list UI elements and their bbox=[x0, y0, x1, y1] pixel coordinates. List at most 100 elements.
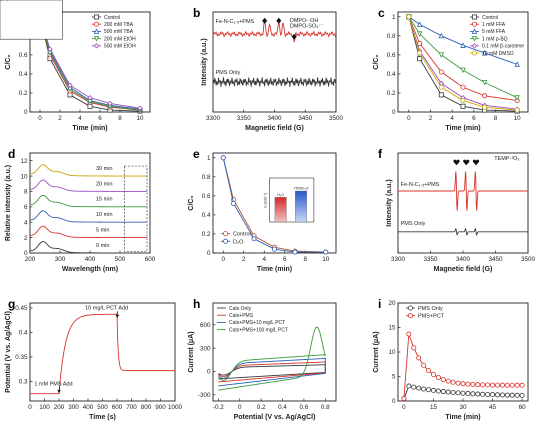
y-axis-label: Current (μA) bbox=[188, 331, 195, 372]
legend-label: D₂O bbox=[233, 239, 244, 245]
data-point bbox=[509, 392, 515, 398]
data-point bbox=[455, 380, 461, 386]
x-tick-label: 2 bbox=[429, 115, 433, 122]
y-tick-label: 15 bbox=[388, 325, 396, 332]
y-tick-label: 5 bbox=[392, 374, 396, 381]
annotation: Fe-N-C₁.₅+PMS bbox=[401, 182, 440, 188]
annotation: 1 mM PMS Add bbox=[34, 381, 72, 387]
x-tick-label: 600 bbox=[112, 404, 123, 411]
x-tick-label: 3300 bbox=[391, 256, 406, 263]
x-tick-label: 400 bbox=[85, 256, 96, 263]
annotation: 20 min bbox=[96, 181, 113, 187]
series-line bbox=[213, 76, 336, 88]
panel-letter: e bbox=[193, 147, 200, 161]
data-point bbox=[438, 32, 445, 39]
x-tick-label: 300 bbox=[68, 404, 79, 411]
data-point bbox=[475, 391, 481, 397]
panel-d: d 200 300 400 500 600 0 2 4 6 8 10 12 Wavelength (nm)… bbox=[5, 147, 156, 273]
x-tick-label: 4 bbox=[78, 115, 82, 122]
data-point bbox=[416, 355, 422, 361]
data-point bbox=[470, 381, 476, 387]
x-axis-label: Time (min) bbox=[72, 125, 107, 132]
y-tick-label: 0.2 bbox=[19, 90, 28, 97]
x-tick-label: 6 bbox=[472, 115, 476, 122]
peak-marker bbox=[463, 159, 470, 166]
legend-label: PMS+PCT bbox=[418, 314, 445, 320]
panel-c: c 0 2 4 6 8 10 0 0.2 0.4 0.6 0.8 1 Time (min) C/C₀ Cont… bbox=[373, 6, 529, 132]
x-tick-label: 500 bbox=[97, 404, 108, 411]
data-point bbox=[411, 345, 417, 351]
legend-marker bbox=[94, 21, 100, 27]
y-tick-label: 0.4 bbox=[202, 212, 211, 219]
arrow-head bbox=[115, 314, 120, 318]
data-point bbox=[292, 249, 298, 255]
data-point bbox=[485, 391, 491, 397]
data-point bbox=[107, 100, 113, 107]
data-point bbox=[137, 105, 143, 111]
legend-marker bbox=[471, 21, 477, 27]
y-tick-label: 0 bbox=[24, 109, 28, 116]
x-tick-label: 0 bbox=[28, 404, 32, 411]
series-line bbox=[408, 16, 518, 65]
data-point bbox=[450, 389, 456, 395]
y-tick-label: 300 bbox=[200, 345, 211, 352]
inset-bar-label: H₂O bbox=[277, 193, 284, 197]
x-tick-label: 0 bbox=[407, 115, 411, 122]
data-point bbox=[490, 382, 496, 388]
data-point bbox=[481, 49, 488, 56]
data-point bbox=[430, 372, 436, 378]
data-point bbox=[411, 384, 417, 390]
x-tick-label: 900 bbox=[155, 404, 166, 411]
data-point bbox=[460, 103, 466, 109]
y-tick-label: 0.3 bbox=[19, 379, 28, 386]
x-tick-label: 0.6 bbox=[300, 404, 309, 411]
x-tick-label: 800 bbox=[141, 404, 152, 411]
series-line bbox=[218, 364, 326, 380]
legend-label: Cats Only bbox=[229, 306, 251, 312]
legend-marker bbox=[407, 305, 413, 311]
peak-marker bbox=[291, 33, 297, 40]
panel-letter: h bbox=[193, 297, 200, 311]
data-point bbox=[485, 382, 491, 388]
data-point bbox=[230, 200, 236, 206]
x-tick-label: 4 bbox=[450, 115, 454, 122]
x-tick-label: 8 bbox=[494, 115, 498, 122]
x-tick-label: 6 bbox=[283, 256, 287, 263]
x-axis-label: Time (min) bbox=[445, 125, 480, 132]
legend-marker bbox=[93, 36, 100, 42]
data-point bbox=[460, 84, 466, 90]
legend-label: 200 mM TBA bbox=[104, 22, 134, 28]
data-point bbox=[499, 382, 505, 388]
legend-marker bbox=[471, 14, 477, 20]
data-point bbox=[475, 382, 481, 388]
x-tick-label: 0.2 bbox=[257, 404, 266, 411]
data-point bbox=[460, 381, 466, 387]
legend-label: PMS Only bbox=[418, 306, 443, 312]
legend-label: Cats+PMS bbox=[229, 313, 254, 319]
series-line bbox=[30, 194, 147, 208]
data-point bbox=[406, 383, 412, 389]
panel-b: b 3300 3350 3400 3450 3500 Magnetic field (G) I… bbox=[193, 6, 343, 132]
data-point bbox=[480, 382, 486, 388]
series-line bbox=[408, 16, 518, 102]
legend-label: 0.1 mM β-carotene bbox=[482, 44, 524, 50]
legend-marker bbox=[93, 43, 100, 49]
legend-label: 5 mM FFA bbox=[482, 29, 506, 35]
data-point bbox=[445, 389, 451, 395]
data-point bbox=[435, 388, 441, 394]
x-tick-label: 2 bbox=[242, 256, 246, 263]
x-tick-label: 300 bbox=[55, 256, 66, 263]
series-line bbox=[218, 357, 326, 387]
annotation: Fe-N-C₁.₅+PMS bbox=[215, 19, 254, 25]
data-point bbox=[460, 67, 466, 74]
data-point bbox=[421, 362, 427, 368]
data-point bbox=[460, 42, 466, 48]
y-tick-label: 20 bbox=[388, 300, 396, 307]
y-axis-label: Potential (V vs. Ag/AgCl) bbox=[5, 311, 12, 393]
y-tick-label: 0.8 bbox=[202, 174, 211, 181]
data-point bbox=[438, 84, 444, 90]
y-tick-label: 0.8 bbox=[387, 33, 396, 40]
x-tick-label: 2 bbox=[58, 115, 62, 122]
data-point bbox=[417, 56, 423, 62]
inset-bar-label: 75%D₂O bbox=[294, 187, 309, 191]
